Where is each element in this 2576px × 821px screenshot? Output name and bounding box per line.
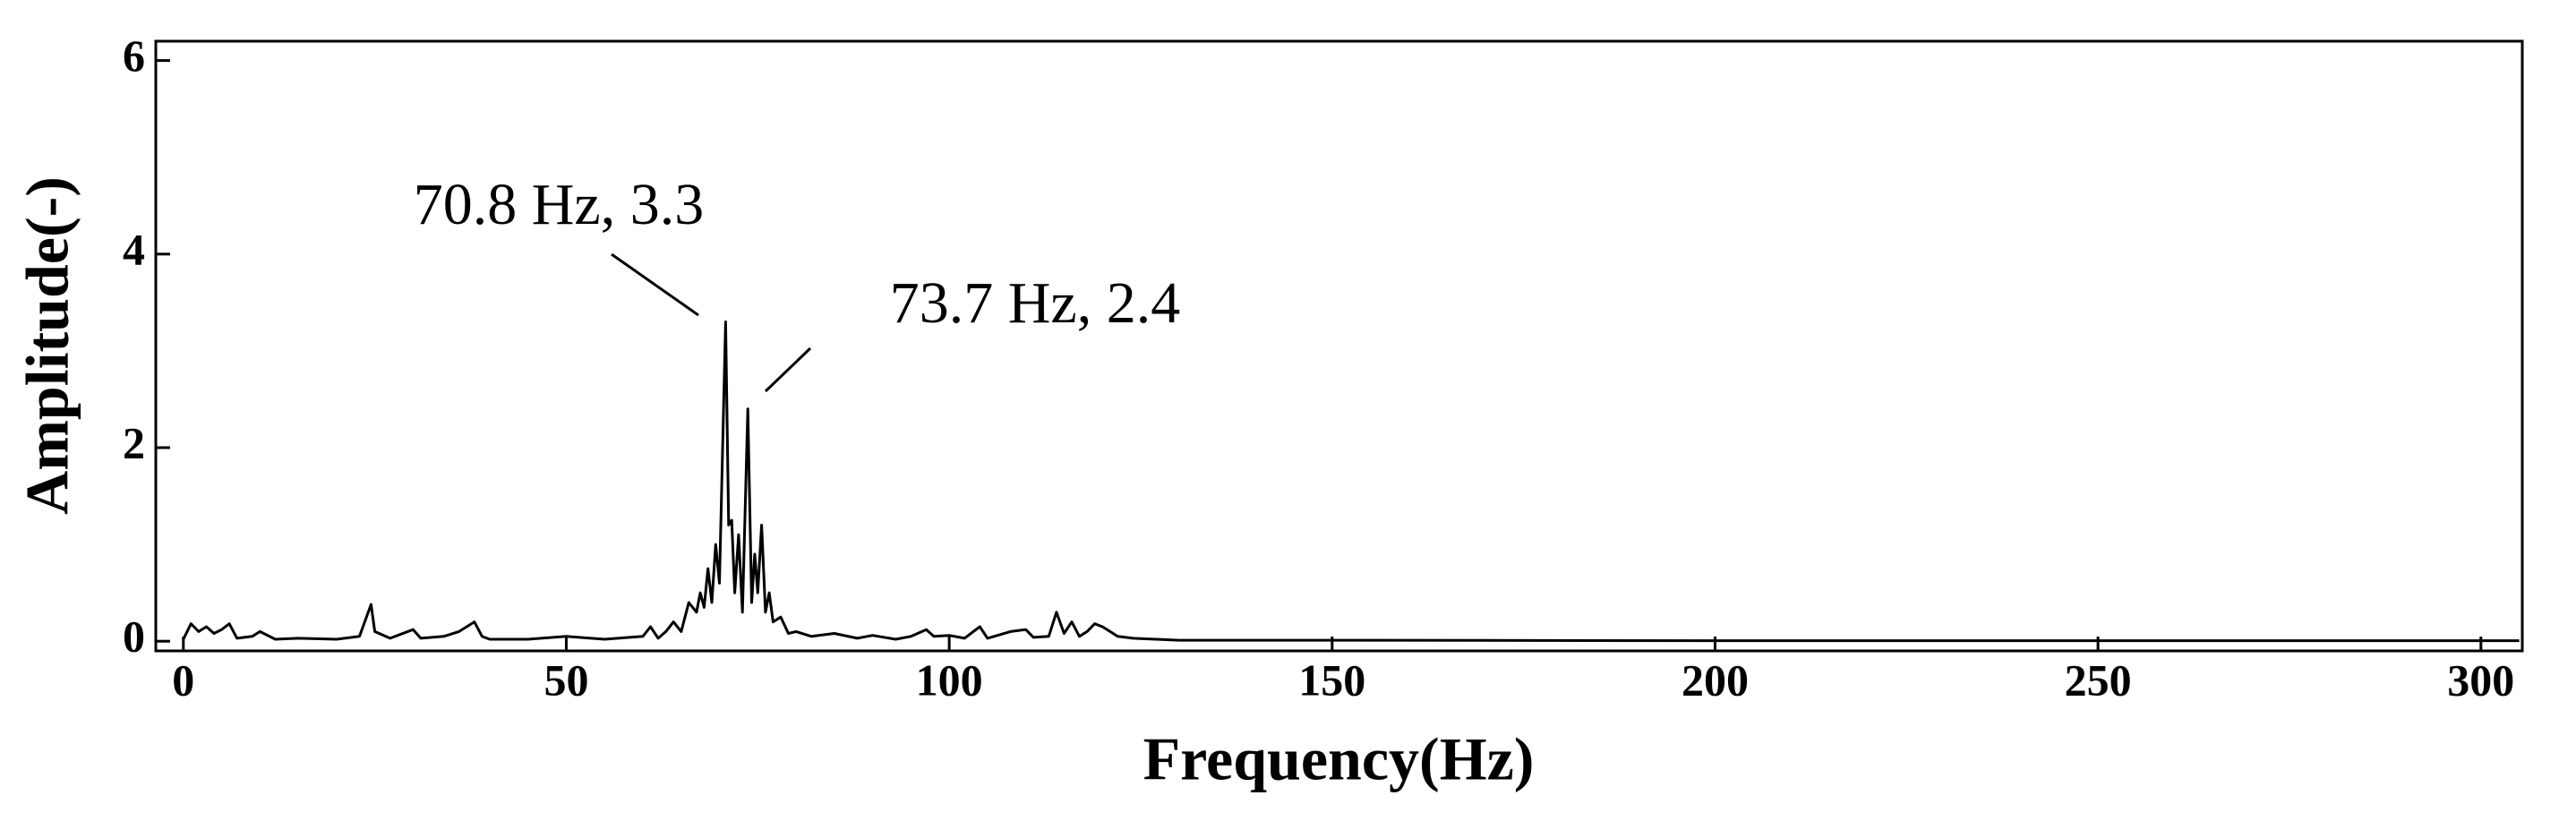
x-tick-label: 200 [1682,654,1749,705]
x-tick-label: 300 [2447,654,2514,705]
y-tick-label: 2 [123,417,145,467]
annotation-leader [764,346,812,393]
y-axis-title: Amplitude(-) [13,176,81,515]
x-tick-label: 0 [172,654,194,705]
y-tick-label: 0 [123,611,145,662]
annotation-leader [611,252,699,317]
y-tick-label: 4 [123,224,145,274]
plot-frame [154,39,2524,653]
annotation: 70.8 Hz, 3.3 [414,172,704,237]
x-axis-title: Frequency(Hz) [1143,725,1535,793]
y-tick-label: 6 [123,30,145,81]
x-tick-label: 150 [1298,654,1365,705]
x-tick-label: 100 [916,654,983,705]
annotation: 73.7 Hz, 2.4 [890,270,1180,336]
x-tick-label: 50 [543,654,588,705]
x-tick-label: 250 [2065,654,2132,705]
spectrum-line [182,321,2520,643]
